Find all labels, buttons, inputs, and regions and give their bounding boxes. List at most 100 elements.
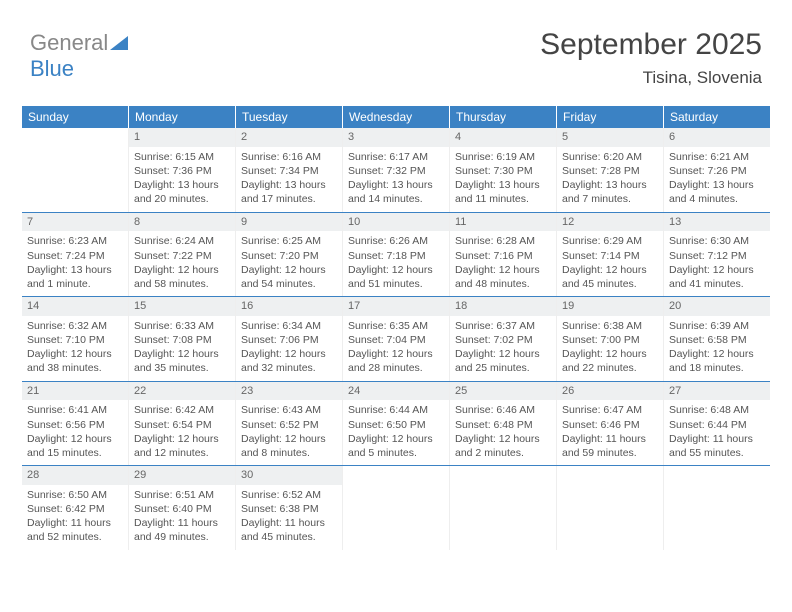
day-number: 16 [236,297,342,316]
day-number: 8 [129,213,235,232]
day-body: Sunrise: 6:47 AMSunset: 6:46 PMDaylight:… [557,400,663,465]
day-number: 22 [129,382,235,401]
day-number: 15 [129,297,235,316]
day-body: Sunrise: 6:51 AMSunset: 6:40 PMDaylight:… [129,485,235,550]
sunset-text: Sunset: 7:10 PM [27,333,123,347]
sunrise-text: Sunrise: 6:15 AM [134,150,230,164]
daylight-text: Daylight: 12 hours and 18 minutes. [669,347,765,375]
week-row: 21Sunrise: 6:41 AMSunset: 6:56 PMDayligh… [22,382,770,467]
day-number: 3 [343,128,449,147]
calendar: SundayMondayTuesdayWednesdayThursdayFrid… [22,106,770,550]
weeks-container: 1Sunrise: 6:15 AMSunset: 7:36 PMDaylight… [22,128,770,550]
day-body: Sunrise: 6:32 AMSunset: 7:10 PMDaylight:… [22,316,128,381]
daylight-text: Daylight: 12 hours and 54 minutes. [241,263,337,291]
sunset-text: Sunset: 7:02 PM [455,333,551,347]
sunset-text: Sunset: 6:58 PM [669,333,765,347]
day-number: 4 [450,128,556,147]
day-body: Sunrise: 6:21 AMSunset: 7:26 PMDaylight:… [664,147,770,212]
day-number: 19 [557,297,663,316]
day-number: 14 [22,297,128,316]
dow-header: Sunday [22,106,129,128]
day-number: 10 [343,213,449,232]
daylight-text: Daylight: 13 hours and 20 minutes. [134,178,230,206]
sunrise-text: Sunrise: 6:34 AM [241,319,337,333]
sunset-text: Sunset: 6:54 PM [134,418,230,432]
day-number: 28 [22,466,128,485]
daylight-text: Daylight: 13 hours and 1 minute. [27,263,123,291]
brand-logo: General Blue [30,30,128,82]
day-cell: 27Sunrise: 6:48 AMSunset: 6:44 PMDayligh… [664,382,770,466]
day-cell: 12 Sunrise: 6:29 AMSunset: 7:14 PMDayligh… [557,213,664,297]
daylight-text: Daylight: 12 hours and 45 minutes. [562,263,658,291]
dow-header: Thursday [450,106,557,128]
sunrise-text: Sunrise: 6:35 AM [348,319,444,333]
daylight-text: Daylight: 12 hours and 28 minutes. [348,347,444,375]
day-cell: 23Sunrise: 6:43 AMSunset: 6:52 PMDayligh… [236,382,343,466]
daylight-text: Daylight: 12 hours and 58 minutes. [134,263,230,291]
day-body: Sunrise: 6:24 AMSunset: 7:22 PMDaylight:… [129,231,235,296]
day-number: 20 [664,297,770,316]
dow-header: Monday [129,106,236,128]
sunset-text: Sunset: 7:26 PM [669,164,765,178]
sunset-text: Sunset: 7:34 PM [241,164,337,178]
sunset-text: Sunset: 6:56 PM [27,418,123,432]
sunrise-text: Sunrise: 6:51 AM [134,488,230,502]
daylight-text: Daylight: 11 hours and 49 minutes. [134,516,230,544]
day-number: 21 [22,382,128,401]
day-cell: 3 Sunrise: 6:17 AMSunset: 7:32 PMDaylight… [343,128,450,212]
day-body: Sunrise: 6:39 AMSunset: 6:58 PMDaylight:… [664,316,770,381]
day-cell: 18Sunrise: 6:37 AMSunset: 7:02 PMDayligh… [450,297,557,381]
daylight-text: Daylight: 12 hours and 25 minutes. [455,347,551,375]
sunset-text: Sunset: 7:32 PM [348,164,444,178]
sunrise-text: Sunrise: 6:24 AM [134,234,230,248]
day-number: 13 [664,213,770,232]
sunset-text: Sunset: 7:04 PM [348,333,444,347]
day-cell [664,466,770,550]
sunrise-text: Sunrise: 6:16 AM [241,150,337,164]
sunset-text: Sunset: 6:50 PM [348,418,444,432]
daylight-text: Daylight: 11 hours and 59 minutes. [562,432,658,460]
day-cell: 19Sunrise: 6:38 AMSunset: 7:00 PMDayligh… [557,297,664,381]
day-cell: 15Sunrise: 6:33 AMSunset: 7:08 PMDayligh… [129,297,236,381]
day-body: Sunrise: 6:16 AMSunset: 7:34 PMDaylight:… [236,147,342,212]
day-cell: 8Sunrise: 6:24 AMSunset: 7:22 PMDaylight… [129,213,236,297]
day-cell: 7Sunrise: 6:23 AMSunset: 7:24 PMDaylight… [22,213,129,297]
day-body: Sunrise: 6:25 AMSunset: 7:20 PMDaylight:… [236,231,342,296]
sunset-text: Sunset: 6:48 PM [455,418,551,432]
day-body: Sunrise: 6:30 AMSunset: 7:12 PMDaylight:… [664,231,770,296]
sunrise-text: Sunrise: 6:48 AM [669,403,765,417]
day-number: 27 [664,382,770,401]
day-body: Sunrise: 6:28 AMSunset: 7:16 PMDaylight:… [450,231,556,296]
day-number: 12 [557,213,663,232]
sunrise-text: Sunrise: 6:25 AM [241,234,337,248]
week-row: 1Sunrise: 6:15 AMSunset: 7:36 PMDaylight… [22,128,770,213]
daylight-text: Daylight: 12 hours and 22 minutes. [562,347,658,375]
sunset-text: Sunset: 7:36 PM [134,164,230,178]
sunrise-text: Sunrise: 6:17 AM [348,150,444,164]
day-cell: 29Sunrise: 6:51 AMSunset: 6:40 PMDayligh… [129,466,236,550]
daylight-text: Daylight: 13 hours and 7 minutes. [562,178,658,206]
sunset-text: Sunset: 6:42 PM [27,502,123,516]
week-row: 28Sunrise: 6:50 AMSunset: 6:42 PMDayligh… [22,466,770,550]
sunrise-text: Sunrise: 6:47 AM [562,403,658,417]
day-cell: 24Sunrise: 6:44 AMSunset: 6:50 PMDayligh… [343,382,450,466]
sunrise-text: Sunrise: 6:21 AM [669,150,765,164]
day-number: 18 [450,297,556,316]
day-cell: 25Sunrise: 6:46 AMSunset: 6:48 PMDayligh… [450,382,557,466]
day-cell: 14Sunrise: 6:32 AMSunset: 7:10 PMDayligh… [22,297,129,381]
daylight-text: Daylight: 11 hours and 55 minutes. [669,432,765,460]
sunrise-text: Sunrise: 6:29 AM [562,234,658,248]
daylight-text: Daylight: 13 hours and 14 minutes. [348,178,444,206]
day-number: 24 [343,382,449,401]
daylight-text: Daylight: 12 hours and 32 minutes. [241,347,337,375]
dow-header: Friday [557,106,664,128]
daylight-text: Daylight: 11 hours and 45 minutes. [241,516,337,544]
day-cell: 16Sunrise: 6:34 AMSunset: 7:06 PMDayligh… [236,297,343,381]
day-body: Sunrise: 6:33 AMSunset: 7:08 PMDaylight:… [129,316,235,381]
sunset-text: Sunset: 7:14 PM [562,249,658,263]
day-number: 9 [236,213,342,232]
sunset-text: Sunset: 7:08 PM [134,333,230,347]
day-body: Sunrise: 6:19 AMSunset: 7:30 PMDaylight:… [450,147,556,212]
dow-header: Tuesday [236,106,343,128]
day-body: Sunrise: 6:52 AMSunset: 6:38 PMDaylight:… [236,485,342,550]
